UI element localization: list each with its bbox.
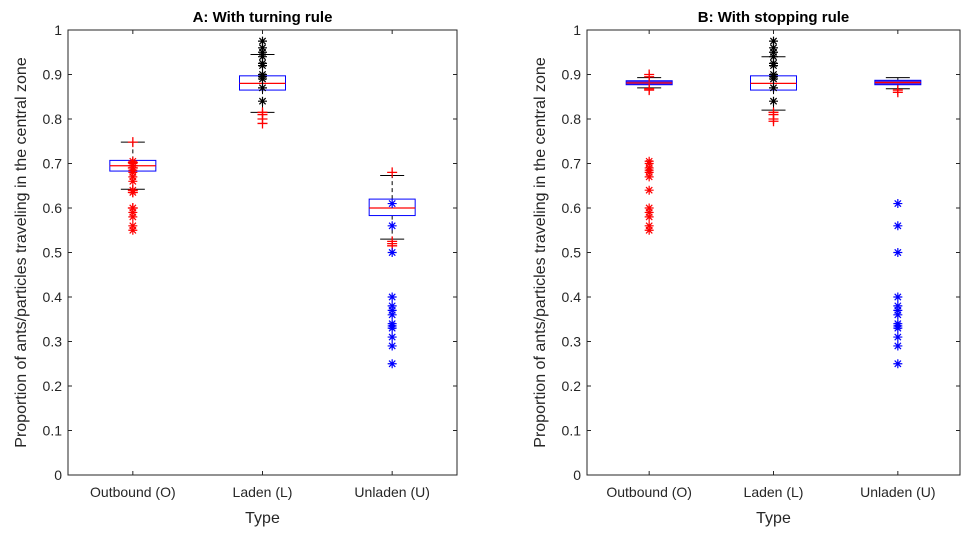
y-tick-label: 0.5 (43, 245, 63, 261)
star-marker (769, 61, 778, 71)
star-marker (893, 310, 903, 320)
star-marker (258, 96, 267, 106)
box-0 (109, 137, 157, 235)
y-tick-label: 0.8 (43, 111, 63, 127)
x-axis-label: Type (756, 510, 791, 527)
y-tick-label: 0.9 (562, 67, 582, 83)
star-marker (387, 359, 397, 369)
plus-outlier (257, 118, 268, 129)
star-marker (258, 52, 267, 62)
x-axis-label: Type (245, 510, 280, 527)
star-marker (644, 172, 654, 182)
y-tick-label: 0.6 (562, 200, 582, 216)
star-marker (387, 248, 397, 257)
star-marker (893, 248, 903, 257)
star-marker (769, 74, 778, 84)
y-tick-label: 0.9 (43, 67, 63, 83)
star-marker (258, 61, 267, 71)
star-marker (387, 292, 397, 302)
y-tick-label: 0.2 (43, 378, 63, 394)
y-tick-label: 0.6 (43, 200, 63, 216)
star-marker (128, 212, 138, 222)
y-axis-label: Proportion of ants/particles traveling i… (532, 57, 549, 448)
y-tick-label: 0.1 (43, 423, 63, 439)
star-marker (387, 332, 397, 342)
plus-outlier (768, 116, 779, 127)
star-marker (387, 199, 397, 209)
chart-title: B: With stopping rule (698, 9, 850, 26)
star-marker (893, 292, 903, 302)
star-marker (258, 36, 267, 46)
star-marker (769, 36, 778, 46)
star-marker (893, 221, 903, 231)
star-marker (769, 52, 778, 62)
y-tick-label: 0.7 (43, 156, 63, 172)
star-marker (387, 310, 397, 320)
y-tick-label: 0.4 (562, 289, 582, 305)
y-tick-label: 0.3 (43, 334, 63, 350)
x-tick-label: Laden (L) (233, 484, 293, 500)
y-tick-label: 0 (54, 467, 62, 483)
y-tick-label: 0 (573, 467, 581, 483)
star-marker (769, 83, 778, 93)
star-marker (893, 199, 903, 209)
star-marker (387, 323, 397, 333)
box-0 (625, 69, 673, 235)
plus-outlier (644, 71, 655, 82)
plus-outlier (644, 85, 655, 96)
star-marker (893, 359, 903, 369)
x-tick-label: Unladen (U) (860, 484, 935, 500)
x-tick-label: Unladen (U) (354, 484, 429, 500)
star-marker (128, 187, 138, 197)
star-marker (644, 212, 654, 222)
box-2 (874, 77, 922, 369)
x-tick-label: Laden (L) (744, 484, 804, 500)
chart-title: A: With turning rule (193, 9, 333, 26)
star-marker (769, 96, 778, 106)
y-tick-label: 0.8 (562, 111, 582, 127)
box-1 (750, 36, 797, 127)
box-2 (368, 167, 416, 369)
y-tick-label: 0.5 (562, 245, 582, 261)
y-tick-label: 0.2 (562, 378, 582, 394)
box-1 (239, 36, 286, 129)
x-tick-label: Outbound (O) (606, 484, 692, 500)
star-marker (893, 323, 903, 333)
panel-b: 0 0.1 0.2 0.3 0.4 0.5 0.6 0.7 0.8 0.9 1 Outbound (O… (532, 9, 961, 527)
y-tick-label: 0.4 (43, 289, 63, 305)
y-tick-label: 0.7 (562, 156, 582, 172)
star-marker (387, 221, 397, 231)
star-marker (893, 341, 903, 351)
x-tick-label: Outbound (O) (90, 484, 176, 500)
star-marker (893, 332, 903, 342)
y-tick-label: 0.3 (562, 334, 582, 350)
y-axis-label: Proportion of ants/particles traveling i… (13, 57, 30, 448)
star-marker (644, 185, 654, 195)
plus-outlier (387, 167, 398, 178)
star-marker (387, 341, 397, 351)
star-marker (128, 176, 138, 186)
star-marker (644, 225, 654, 235)
panel-a: 0 0.1 0.2 0.3 0.4 0.5 0.6 0.7 0.8 0.9 1 Outbound (O… (13, 9, 458, 527)
star-marker (258, 74, 267, 84)
plus-outlier (127, 137, 138, 148)
plus-outlier (892, 87, 903, 98)
star-marker (258, 83, 267, 93)
y-tick-label: 0.1 (562, 423, 582, 439)
y-tick-label: 1 (573, 22, 581, 38)
y-tick-label: 1 (54, 22, 62, 38)
star-marker (128, 225, 138, 235)
